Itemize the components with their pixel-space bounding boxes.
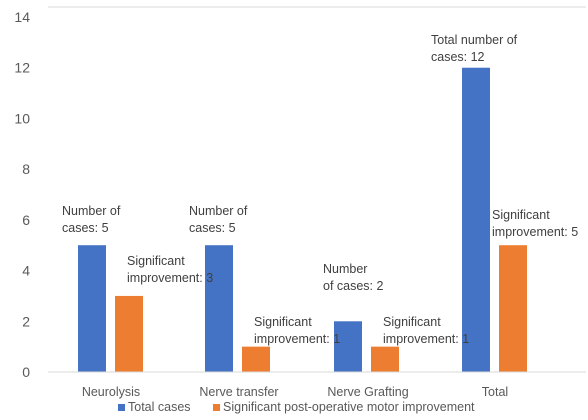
x-tick-label: Neurolysis — [82, 385, 140, 399]
bar-improvement — [242, 346, 270, 372]
data-label-improvement: improvement: 1 — [254, 332, 340, 346]
data-label-total: Number — [323, 262, 367, 276]
data-label-improvement: improvement: 3 — [127, 271, 213, 285]
legend-label-improvement: Significant post-operative motor improve… — [223, 400, 475, 414]
y-tick-label: 4 — [22, 263, 30, 279]
y-tick-label: 14 — [14, 9, 30, 25]
data-label-improvement: Significant — [492, 208, 550, 222]
legend-label-total: Total cases — [128, 400, 191, 414]
bar-improvement — [115, 295, 143, 372]
data-label-total: of cases: 2 — [323, 279, 383, 293]
bars-group — [78, 67, 527, 372]
bar-total — [334, 321, 362, 372]
y-tick-label: 12 — [14, 60, 30, 76]
y-tick-label: 10 — [14, 110, 30, 126]
data-label-improvement: improvement: 1 — [383, 332, 469, 346]
y-axis: 0 2 4 6 8 10 12 14 — [14, 9, 30, 380]
data-label-total: cases: 12 — [431, 50, 485, 64]
x-tick-label: Nerve Grafting — [327, 385, 408, 399]
data-label-total: Number of — [189, 204, 248, 218]
data-label-total: cases: 5 — [62, 221, 109, 235]
y-tick-label: 6 — [22, 212, 30, 228]
data-label-total: Number of — [62, 204, 121, 218]
data-label-improvement: Significant — [127, 254, 185, 268]
y-tick-label: 2 — [22, 313, 30, 329]
legend-swatch-improvement — [213, 404, 220, 411]
x-tick-label: Nerve transfer — [199, 385, 278, 399]
bar-total — [205, 245, 233, 372]
data-label-total: Total number of — [431, 33, 518, 47]
y-tick-label: 8 — [22, 161, 30, 177]
data-labels-group: Number of cases: 5 Number of cases: 5 Number… — [62, 33, 578, 346]
bar-improvement — [371, 346, 399, 372]
x-tick-label: Total — [482, 385, 508, 399]
legend: Total cases Significant post-operative mo… — [118, 400, 475, 414]
data-label-improvement: Significant — [254, 315, 312, 329]
y-tick-label: 0 — [22, 364, 30, 380]
data-label-improvement: Significant — [383, 315, 441, 329]
x-axis: Neurolysis Nerve transfer Nerve Grafting To… — [48, 371, 586, 399]
bar-total — [462, 67, 490, 372]
data-label-improvement: improvement: 5 — [492, 225, 578, 239]
bar-improvement — [499, 245, 527, 372]
bar-total — [78, 245, 106, 372]
legend-swatch-total — [118, 404, 125, 411]
data-label-total: cases: 5 — [189, 221, 236, 235]
